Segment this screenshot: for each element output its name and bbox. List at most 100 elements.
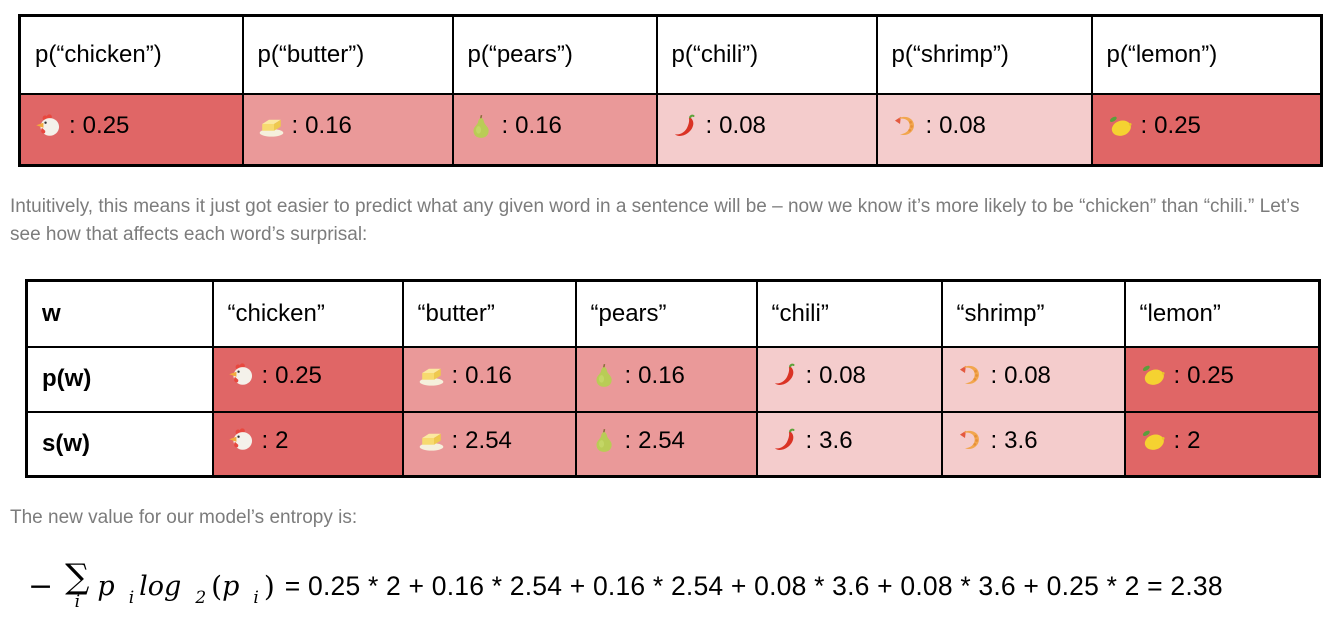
cell-chili-s: :3.6 [755,410,943,478]
header-p-lemon: p(“lemon”) [1090,14,1323,95]
cell-separator: : [69,112,76,139]
header-p-chicken: p(“chicken”) [18,14,244,95]
cell-butter-p: :0.16 [401,345,577,413]
surprisal-table-header-row: w “chicken” “butter” “pears” “chili” “sh… [25,279,1321,348]
p-subscript: i [128,588,135,608]
s-value: 2 [1187,426,1201,454]
pear-icon [468,113,495,140]
probability-value: 0.08 [719,112,766,139]
cell-separator: : [1173,361,1181,389]
cell-pears-s: :2.54 [574,410,758,478]
s-value: 2.54 [465,426,512,454]
cell-separator: : [1173,426,1181,454]
header-chili: “chili” [755,279,943,348]
cell-chicken-probability: :0.25 [18,92,244,167]
header-shrimp: “shrimp” [940,279,1126,348]
butter-icon [258,113,285,140]
cell-separator: : [805,361,813,389]
chicken-icon [228,427,255,454]
cell-separator: : [705,112,713,139]
sigma-index: i [74,591,80,612]
cell-separator: : [261,426,269,454]
header-lemon: “lemon” [1123,279,1321,348]
chicken-icon [228,362,255,389]
p-value: 0.08 [1004,361,1051,389]
s-value: 3.6 [1004,426,1038,454]
probability-value: 0.16 [305,112,352,139]
log-symbol: log [139,570,182,602]
shrimp-icon [957,427,984,454]
s-value: 2.54 [638,426,685,454]
row-label-p-w: p(w) [25,345,214,413]
header-p-pears: p(“pears”) [451,14,658,95]
entropy-intro-text: The new value for our model’s entropy is… [10,507,358,528]
s-of-w-row: s(w) :2 :2.54 :2.54 :3.6 :3.6 :2 [25,410,1321,478]
cell-separator: : [990,361,998,389]
probability-value: 0.16 [515,112,562,139]
p-value: 0.16 [465,361,512,389]
header-p-shrimp: p(“shrimp”) [875,14,1093,95]
cell-pears-probability: :0.16 [451,92,658,167]
cell-lemon-probability: :0.25 [1090,92,1323,167]
cell-chicken-s: :2 [211,410,404,478]
cell-pears-p: :0.16 [574,345,758,413]
pear-icon [591,427,618,454]
butter-icon [418,427,445,454]
cell-separator: : [624,361,632,389]
cell-butter-probability: :0.16 [241,92,454,167]
cell-shrimp-probability: :0.08 [875,92,1093,167]
p-value: 0.16 [638,361,685,389]
probability-value: 0.25 [1154,112,1201,139]
cell-chili-probability: :0.08 [655,92,878,167]
cell-chicken-p: :0.25 [211,345,404,413]
surprisal-table: w “chicken” “butter” “pears” “chili” “sh… [25,279,1321,478]
p-value: 0.25 [1187,361,1234,389]
summation-symbol: ∑ i [65,557,90,612]
cell-separator: : [291,112,299,139]
header-p-chili: p(“chili”) [655,14,878,95]
cell-separator: : [451,361,459,389]
header-p-butter: p(“butter”) [241,14,454,95]
close-paren: ) [263,569,275,603]
header-butter: “butter” [401,279,577,348]
cell-shrimp-p: :0.08 [940,345,1126,413]
cell-separator: : [925,112,933,139]
sigma-glyph: ∑ [65,557,90,598]
log-base: 2 [195,588,207,608]
entropy-calculation: = 0.25 * 2 + 0.16 * 2.54 + 0.16 * 2.54 +… [284,570,1223,601]
chili-icon [772,362,799,389]
row-label-s-w: s(w) [25,410,214,478]
cell-lemon-p: :0.25 [1123,345,1321,413]
probability-table-header-row: p(“chicken”) p(“butter”) p(“pears”) p(“c… [18,14,1323,95]
butter-icon [418,362,445,389]
cell-separator: : [990,426,998,454]
cell-butter-s: :2.54 [401,410,577,478]
header-chicken: “chicken” [211,279,404,348]
intuition-paragraph: Intuitively, this means it just got easi… [10,196,1300,245]
cell-separator: : [805,426,813,454]
p-value: 0.08 [819,361,866,389]
cell-separator: : [501,112,509,139]
minus-sign: − [28,568,54,604]
p-of-w-row: p(w) :0.25 :0.16 :0.16 :0.08 :0.08 :0.25 [25,345,1321,413]
chili-icon [672,113,699,140]
probability-table-value-row: :0.25 :0.16 :0.16 :0.08 :0.08 :0.25 [18,92,1323,167]
probability-value: 0.25 [82,112,130,139]
p-value: 0.25 [275,361,322,389]
p-variable: p [97,570,115,602]
shrimp-icon [892,113,919,140]
lemon-icon [1140,427,1167,454]
entropy-formula: − ∑ i p i log 2 ( p i ) = 0.25 * 2 + 0.1… [28,550,1333,618]
pear-icon [591,362,618,389]
cell-shrimp-s: :3.6 [940,410,1126,478]
cell-chili-p: :0.08 [755,345,943,413]
lemon-icon [1107,113,1134,140]
shrimp-icon [957,362,984,389]
probability-table: p(“chicken”) p(“butter”) p(“pears”) p(“c… [18,14,1323,167]
arg-subscript: i [253,588,259,608]
open-paren: ( [211,569,223,603]
header-pears: “pears” [574,279,758,348]
header-w: w [25,279,214,348]
s-value: 2 [275,426,289,454]
